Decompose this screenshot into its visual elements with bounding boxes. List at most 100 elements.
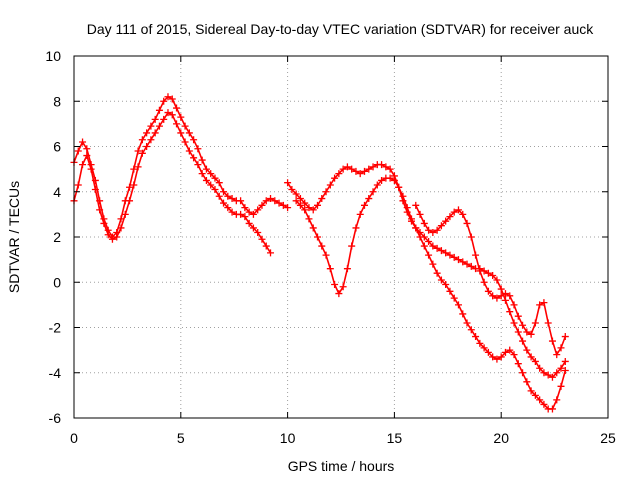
- y-tick-label: -6: [49, 410, 62, 426]
- data-point: [527, 353, 535, 361]
- x-tick-label: 25: [600, 430, 616, 446]
- data-point: [237, 197, 245, 205]
- data-point: [540, 369, 548, 377]
- data-point: [258, 201, 266, 209]
- data-point: [416, 233, 424, 241]
- data-point: [190, 136, 198, 144]
- data-point: [425, 238, 433, 246]
- data-point: [463, 260, 471, 268]
- x-tick-label: 10: [280, 430, 296, 446]
- data-point: [450, 294, 458, 302]
- data-point: [489, 292, 497, 300]
- data-point: [510, 319, 518, 327]
- data-point: [343, 265, 351, 273]
- data-point: [480, 278, 488, 286]
- data-point: [561, 333, 569, 341]
- data-point: [399, 192, 407, 200]
- data-point: [425, 226, 433, 234]
- data-point: [553, 396, 561, 404]
- data-point: [454, 256, 462, 264]
- data-point: [356, 210, 364, 218]
- data-point: [561, 357, 569, 365]
- data-point: [369, 188, 377, 196]
- data-point: [467, 326, 475, 334]
- data-point: [254, 228, 262, 236]
- data-point: [198, 156, 206, 164]
- data-point: [198, 170, 206, 178]
- data-point: [536, 364, 544, 372]
- data-point: [288, 185, 296, 193]
- data-point: [489, 353, 497, 361]
- data-point: [245, 219, 253, 227]
- data-point: [519, 321, 527, 329]
- series-line: [286, 163, 566, 379]
- grid-lines: [74, 56, 608, 418]
- data-point: [96, 206, 104, 214]
- data-point: [173, 104, 181, 112]
- data-point: [185, 147, 193, 155]
- data-point: [168, 95, 176, 103]
- data-point: [271, 197, 279, 205]
- data-point: [501, 348, 509, 356]
- data-point: [279, 201, 287, 209]
- data-point: [348, 242, 356, 250]
- y-tick-label: 8: [53, 93, 61, 109]
- data-point: [484, 348, 492, 356]
- data-point: [296, 201, 304, 209]
- data-point: [126, 183, 134, 191]
- data-point: [267, 249, 275, 257]
- data-point: [326, 265, 334, 273]
- data-point: [215, 179, 223, 187]
- data-point: [117, 224, 125, 232]
- data-point: [416, 210, 424, 218]
- data-point: [497, 292, 505, 300]
- series-line: [73, 111, 272, 254]
- data-point: [429, 260, 437, 268]
- data-point: [284, 204, 292, 212]
- data-point: [305, 204, 313, 212]
- data-point: [228, 208, 236, 216]
- data-point: [143, 129, 151, 137]
- data-point: [181, 122, 189, 130]
- data-point: [130, 165, 138, 173]
- data-point: [249, 210, 257, 218]
- data-point: [202, 176, 210, 184]
- data-point: [258, 235, 266, 243]
- data-point: [557, 382, 565, 390]
- x-tick-label: 20: [493, 430, 509, 446]
- data-point: [454, 301, 462, 309]
- data-point: [224, 204, 232, 212]
- data-point: [215, 192, 223, 200]
- data-point: [130, 181, 138, 189]
- data-point: [360, 201, 368, 209]
- data-point: [164, 93, 172, 101]
- data-point: [220, 199, 228, 207]
- data-point: [262, 242, 270, 250]
- data-point: [378, 161, 386, 169]
- data-point: [506, 292, 514, 300]
- data-point: [484, 269, 492, 277]
- chart-title: Day 111 of 2015, Sidereal Day-to-day VTE…: [87, 21, 595, 37]
- data-point: [437, 276, 445, 284]
- data-point: [185, 129, 193, 137]
- data-point: [79, 138, 87, 146]
- data-point: [548, 405, 556, 413]
- data-point: [301, 206, 309, 214]
- data-point: [382, 163, 390, 171]
- data-point: [160, 115, 168, 123]
- data-point: [459, 210, 467, 218]
- data-point: [138, 136, 146, 144]
- data-point: [420, 219, 428, 227]
- x-tick-label: 0: [70, 430, 78, 446]
- data-point: [151, 115, 159, 123]
- data-point: [365, 195, 373, 203]
- data-point: [207, 170, 215, 178]
- data-point: [326, 181, 334, 189]
- data-point: [493, 355, 501, 363]
- data-point: [348, 165, 356, 173]
- data-point: [467, 262, 475, 270]
- data-point: [296, 195, 304, 203]
- data-point: [181, 138, 189, 146]
- data-point: [480, 344, 488, 352]
- data-point: [352, 224, 360, 232]
